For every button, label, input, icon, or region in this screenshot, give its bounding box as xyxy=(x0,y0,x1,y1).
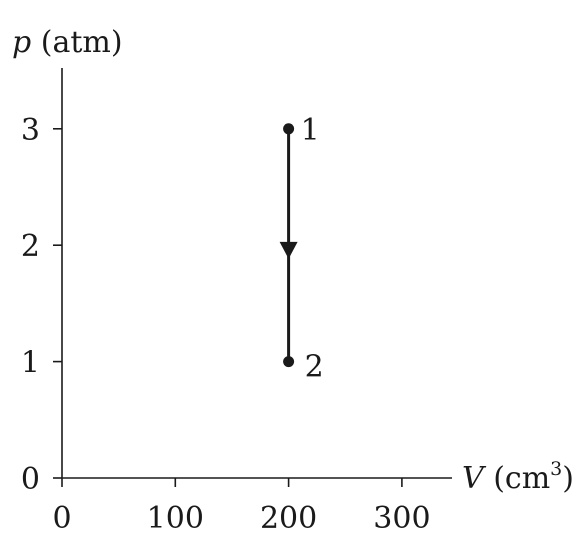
x-tick-label: 0 xyxy=(52,501,71,536)
axes xyxy=(61,68,452,479)
y-tick-label: 3 xyxy=(21,113,40,148)
direction-arrowhead xyxy=(279,241,298,259)
y-tick-label: 2 xyxy=(21,229,40,264)
state-point-1 xyxy=(283,123,295,135)
y-tick-label: 0 xyxy=(21,462,40,497)
x-tick-label: 100 xyxy=(147,501,204,536)
x-axis-label: V (cm3) xyxy=(462,458,574,496)
y-axis-label: p (atm) xyxy=(12,25,123,60)
axis-labels: p (atm) V (cm3) xyxy=(12,25,574,496)
y-tick-label: 1 xyxy=(21,346,40,381)
data-marks: 12 xyxy=(279,113,324,385)
x-tick-label: 300 xyxy=(373,501,430,536)
state-label-2: 2 xyxy=(305,350,324,385)
x-tick-label: 200 xyxy=(260,501,317,536)
state-label-1: 1 xyxy=(301,113,320,148)
state-point-2 xyxy=(283,356,295,368)
